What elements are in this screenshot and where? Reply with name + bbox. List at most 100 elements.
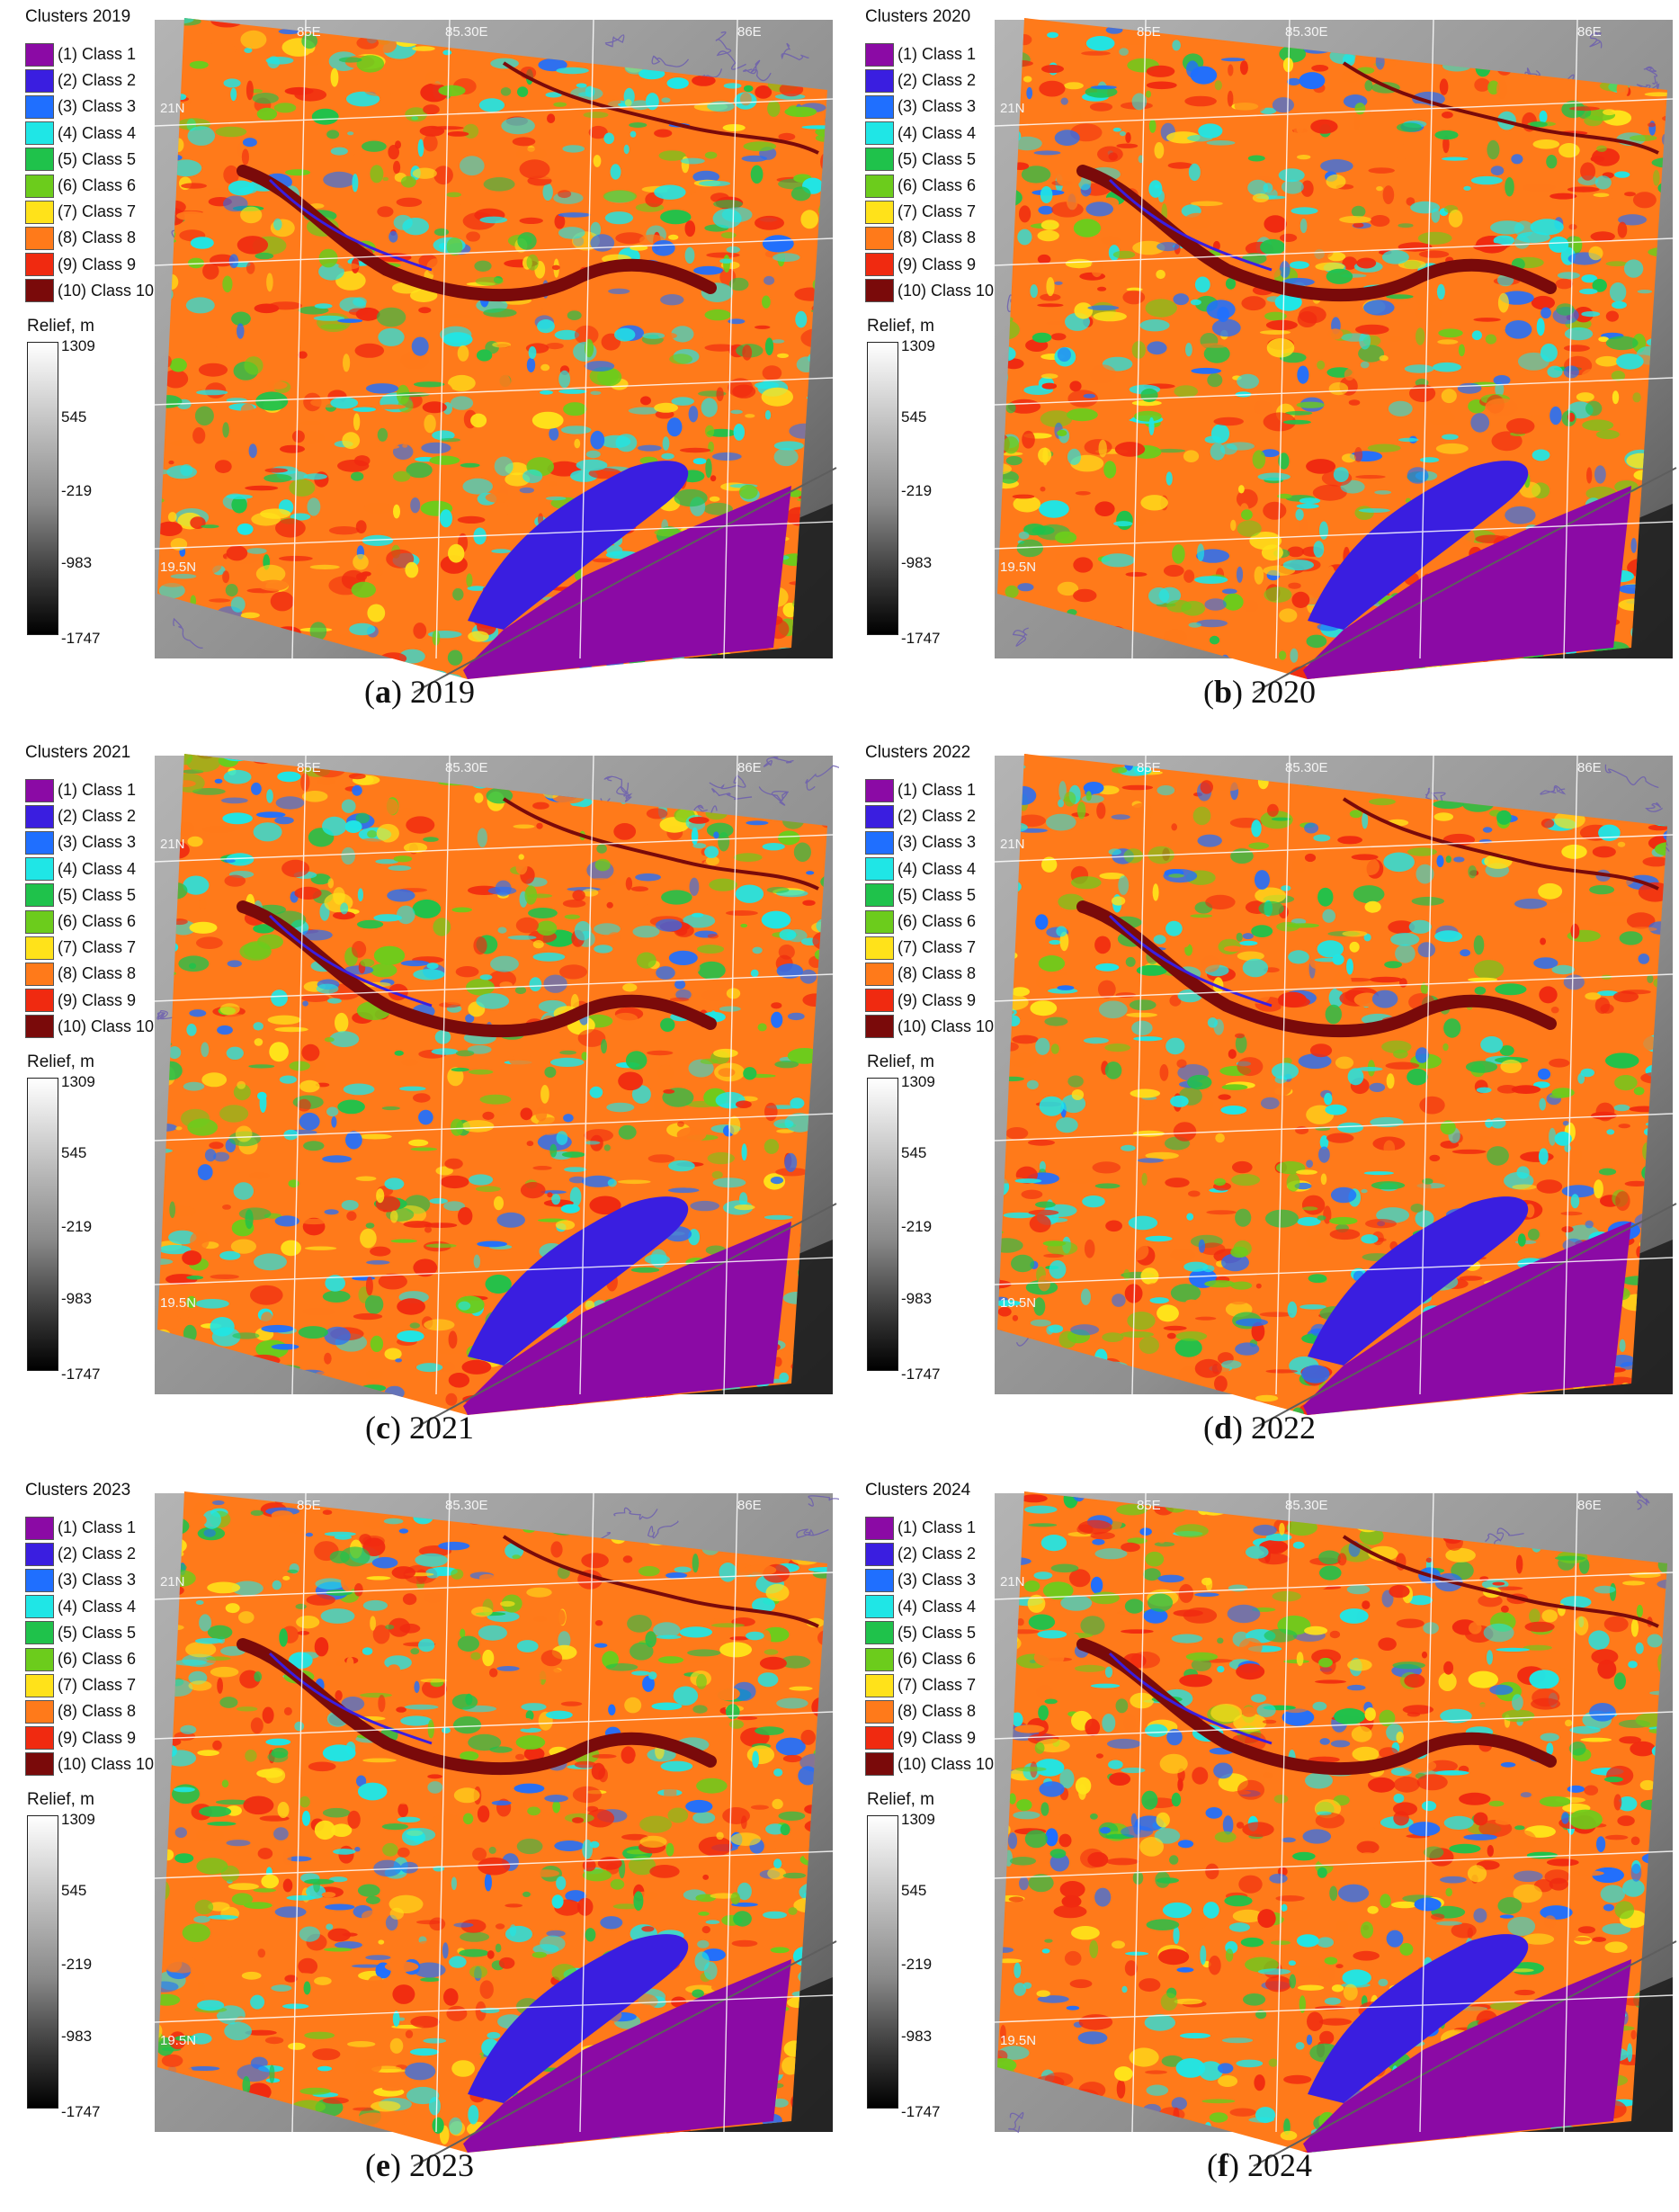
legend-item: (6) Class 6 bbox=[865, 173, 994, 199]
legend-label: (8) Class 8 bbox=[58, 228, 137, 247]
relief-colorbar bbox=[27, 1815, 58, 2109]
legend-label: (8) Class 8 bbox=[898, 228, 977, 247]
relief-tick-label: 1309 bbox=[901, 1073, 935, 1090]
legend-item: (7) Class 7 bbox=[865, 199, 994, 225]
map-panel-2024: 21N 19.5N 85E 85.30E 86E Clusters 2024 (1) Cla… bbox=[840, 1473, 1679, 2209]
legend-swatch bbox=[865, 1673, 894, 1697]
caption-letter: d bbox=[1213, 1410, 1233, 1446]
relief-tick-label: -219 bbox=[61, 482, 93, 499]
legend-item: (1) Class 1 bbox=[25, 777, 154, 803]
legend-swatch bbox=[865, 909, 894, 934]
legend-swatch bbox=[865, 1699, 894, 1724]
legend-item: (2) Class 2 bbox=[25, 67, 154, 94]
graticule bbox=[154, 755, 834, 1395]
legend-label: (8) Class 8 bbox=[58, 964, 137, 983]
legend-label: (9) Class 9 bbox=[58, 990, 137, 1009]
graticule bbox=[154, 19, 834, 659]
legend-item: (10) Class 10 bbox=[865, 278, 994, 304]
relief-tick-label: 545 bbox=[901, 408, 927, 425]
panel-title: Clusters 2022 bbox=[865, 743, 971, 762]
legend-swatch bbox=[865, 174, 894, 198]
relief-tick-label: -219 bbox=[901, 1956, 933, 1973]
legend-swatch bbox=[865, 962, 894, 986]
relief-colorbar bbox=[867, 1078, 898, 1371]
legend-swatch bbox=[25, 1542, 54, 1566]
legend-swatch bbox=[865, 1647, 894, 1671]
stream-class2 bbox=[268, 914, 433, 1007]
grid-label: 19.5N bbox=[1000, 1295, 1036, 1311]
legend-swatch bbox=[25, 253, 54, 277]
legend-item: (9) Class 9 bbox=[865, 252, 994, 278]
legend-item: (10) Class 10 bbox=[25, 1014, 154, 1040]
legend-swatch bbox=[865, 1542, 894, 1566]
legend-swatch bbox=[865, 1516, 894, 1540]
legend-label: (8) Class 8 bbox=[898, 964, 977, 983]
relief-tick-label: 545 bbox=[61, 408, 87, 425]
legend-label: (5) Class 5 bbox=[58, 149, 137, 168]
legend-swatch bbox=[25, 962, 54, 986]
legend-swatch bbox=[865, 148, 894, 172]
river-north bbox=[502, 797, 819, 891]
legend-swatch bbox=[865, 830, 894, 855]
legend-label: (7) Class 7 bbox=[898, 202, 977, 221]
legend-item: (4) Class 4 bbox=[865, 1594, 994, 1620]
caption-letter: a bbox=[375, 674, 391, 710]
grid-label: 85E bbox=[297, 760, 321, 775]
map-canvas: 21N 19.5N 85E 85.30E 86E bbox=[994, 18, 1677, 694]
legend-item: (7) Class 7 bbox=[25, 935, 154, 961]
relief-tick-label: 1309 bbox=[61, 1811, 95, 1828]
legend-label: (10) Class 10 bbox=[58, 281, 155, 300]
class-legend: (1) Class 1 (2) Class 2 (3) Class 3 (4) Cla… bbox=[25, 41, 154, 304]
legend-label: (4) Class 4 bbox=[58, 1597, 137, 1616]
legend-item: (7) Class 7 bbox=[865, 935, 994, 961]
coastline bbox=[413, 1203, 837, 1429]
relief-title: Relief, m bbox=[27, 1052, 94, 1071]
grid-label: 21N bbox=[1000, 1574, 1025, 1590]
legend-item: (9) Class 9 bbox=[25, 252, 154, 278]
relief-title: Relief, m bbox=[27, 1790, 94, 1809]
classified-image bbox=[157, 1491, 827, 2153]
legend-label: (5) Class 5 bbox=[58, 885, 137, 904]
relief-tick-label: -983 bbox=[61, 1290, 93, 1307]
grid-label: 85.30E bbox=[1285, 24, 1328, 40]
legend-item: (4) Class 4 bbox=[865, 121, 994, 147]
legend-label: (10) Class 10 bbox=[58, 1754, 155, 1773]
grid-label: 86E bbox=[1577, 760, 1602, 775]
legend-item: (5) Class 5 bbox=[25, 147, 154, 173]
relief-colorbar bbox=[27, 1078, 58, 1371]
relief-tick-label: -983 bbox=[61, 2028, 93, 2045]
grid-label: 85.30E bbox=[1285, 760, 1328, 775]
legend-item: (8) Class 8 bbox=[865, 1698, 994, 1724]
legend-swatch bbox=[865, 936, 894, 960]
grid-label: 19.5N bbox=[160, 560, 196, 575]
legend-label: (6) Class 6 bbox=[58, 176, 137, 195]
relief-tick-label: 545 bbox=[61, 1144, 87, 1161]
legend-label: (7) Class 7 bbox=[58, 202, 137, 221]
legend-label: (1) Class 1 bbox=[58, 781, 137, 800]
map-canvas: 21N 19.5N 85E 85.30E 86E bbox=[994, 754, 1677, 1429]
legend-item: (5) Class 5 bbox=[25, 1620, 154, 1646]
classified-image bbox=[157, 754, 827, 1415]
river-north bbox=[502, 61, 819, 155]
legend-label: (4) Class 4 bbox=[898, 859, 977, 878]
legend-swatch bbox=[865, 1752, 894, 1777]
legend-swatch bbox=[865, 200, 894, 224]
grid-label: 85E bbox=[1137, 1498, 1161, 1513]
class-legend: (1) Class 1 (2) Class 2 (3) Class 3 (4) Cla… bbox=[865, 777, 994, 1040]
grid-label: 21N bbox=[1000, 837, 1025, 852]
legend-label: (4) Class 4 bbox=[58, 123, 137, 142]
legend-item: (3) Class 3 bbox=[865, 1567, 994, 1593]
coastline bbox=[413, 467, 837, 694]
legend-item: (7) Class 7 bbox=[25, 199, 154, 225]
legend-swatch bbox=[865, 94, 894, 119]
legend-label: (2) Class 2 bbox=[58, 1545, 137, 1563]
legend-swatch bbox=[865, 1621, 894, 1645]
legend-label: (1) Class 1 bbox=[898, 781, 977, 800]
grid-label: 19.5N bbox=[160, 1295, 196, 1311]
legend-swatch bbox=[25, 1568, 54, 1592]
relief-tick-label: -1747 bbox=[61, 2103, 101, 2120]
coastline bbox=[1253, 1940, 1677, 2167]
river-north bbox=[1342, 1535, 1659, 1628]
legend-swatch bbox=[25, 94, 54, 119]
relief-title: Relief, m bbox=[867, 317, 934, 336]
